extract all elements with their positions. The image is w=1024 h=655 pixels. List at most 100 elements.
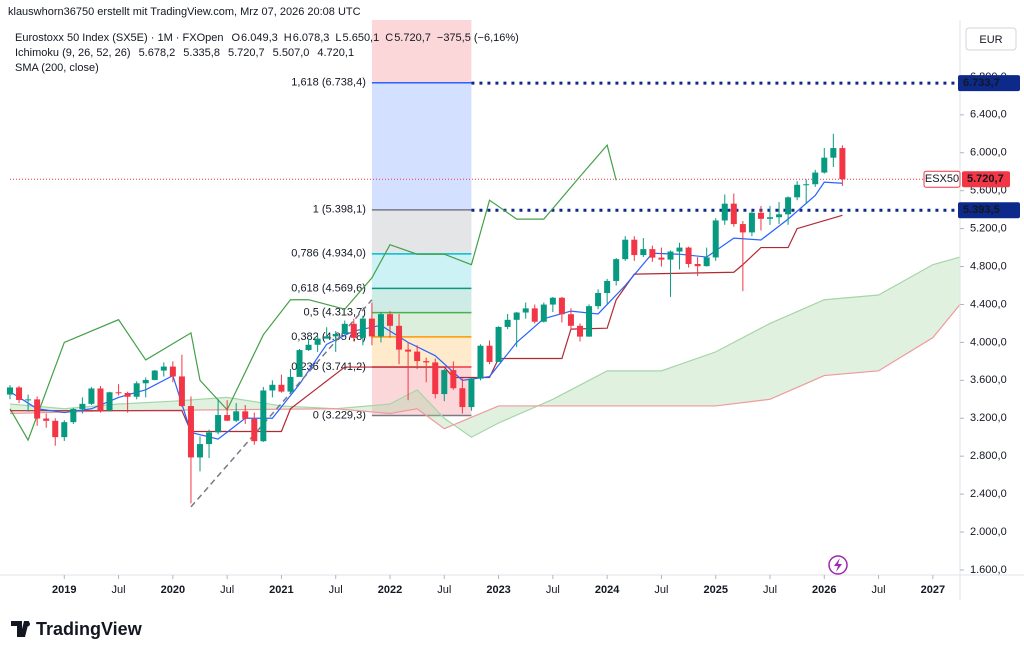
y-tick-label: 5.600,0 — [970, 185, 1007, 197]
fib-label: 0 (3.229,3) — [313, 409, 366, 421]
y-tick-label: 6.400,0 — [970, 109, 1007, 121]
trendline — [190, 299, 373, 508]
x-tick-label: Jul — [220, 584, 234, 596]
candle-body — [269, 384, 276, 391]
candle-body — [522, 308, 529, 313]
y-tick-label: 4.400,0 — [970, 298, 1007, 310]
change: −375,5 (−6,16%) — [437, 32, 519, 44]
indicator-value: 4.720,1 — [317, 47, 354, 59]
candle-body — [124, 392, 131, 397]
candle-body — [676, 247, 683, 252]
x-tick-label: 2026 — [812, 584, 836, 596]
symbol-tag-box — [923, 170, 961, 188]
fib-label: 0,786 (4.934,0) — [291, 248, 366, 260]
y-tick-label: 2.000,0 — [970, 526, 1007, 538]
x-tick-label: Jul — [872, 584, 886, 596]
fib-label: 1,618 (6.738,4) — [291, 77, 366, 89]
ichimoku-lagging — [9, 143, 617, 442]
candle-body — [260, 390, 267, 442]
ohlc-label: O — [231, 32, 240, 44]
candle-body — [341, 323, 348, 334]
candle-body — [251, 418, 258, 442]
y-tick-label: 3.200,0 — [970, 412, 1007, 424]
candle-body — [513, 312, 520, 320]
x-tick-label: 2025 — [703, 584, 727, 596]
candle-body — [169, 366, 176, 377]
indicator-value: 5.335,8 — [183, 47, 220, 59]
candle-body — [314, 338, 321, 345]
candle-body — [839, 148, 846, 180]
candle-body — [567, 314, 574, 326]
candle-body — [88, 388, 95, 404]
candle-body — [224, 415, 231, 421]
candle-body — [359, 318, 366, 338]
candle-body — [531, 308, 538, 322]
x-tick-label: Jul — [546, 584, 560, 596]
candle-body — [187, 406, 194, 458]
candle-body — [739, 224, 746, 233]
candle-body — [622, 239, 629, 260]
candle-body — [350, 323, 357, 338]
candle-body — [25, 399, 32, 401]
candle-body — [450, 370, 457, 389]
x-tick-label: 2019 — [52, 584, 76, 596]
y-tick-label: 3.600,0 — [970, 374, 1007, 386]
candle-body — [70, 408, 77, 423]
y-tick-label: 4.800,0 — [970, 260, 1007, 272]
candle-body — [396, 325, 403, 350]
fib-label: 0,5 (4.313,7) — [304, 307, 366, 319]
fib-band — [371, 336, 472, 367]
level-tag: 6.733,7 — [963, 77, 1000, 89]
x-tick-label: 2022 — [378, 584, 402, 596]
candle-body — [97, 388, 104, 411]
x-tick-label: 2023 — [486, 584, 510, 596]
x-tick-label: 2020 — [161, 584, 185, 596]
y-tick-label: 5.200,0 — [970, 223, 1007, 235]
fib-label: 1 (5.398,1) — [313, 204, 366, 216]
candle-body — [767, 217, 773, 219]
ohlc-value: 5.720,7 — [394, 32, 431, 44]
currency-box[interactable] — [965, 27, 1017, 51]
candle-body — [151, 370, 158, 380]
candle-body — [803, 184, 810, 186]
y-tick-label: 2.800,0 — [970, 450, 1007, 462]
fib-band — [371, 209, 472, 254]
candle-body — [694, 263, 701, 267]
level-tag: 5.393,5 — [963, 204, 1000, 216]
candle-body — [178, 376, 185, 407]
y-tick-label: 1.600,0 — [970, 564, 1007, 576]
candle-body — [16, 387, 23, 400]
candle-body — [278, 384, 285, 392]
candle-body — [233, 411, 240, 421]
symbol-tag: ESX50 — [925, 173, 959, 185]
ohlc-label: L — [335, 32, 341, 44]
fib-band — [371, 288, 472, 313]
level-tag-box — [958, 202, 1020, 219]
candle-body — [377, 314, 384, 337]
candle-body — [468, 378, 475, 408]
indicator-value: 5.507,0 — [273, 47, 310, 59]
fib-band — [371, 20, 472, 83]
candle-body — [685, 247, 692, 264]
fib-band — [371, 312, 472, 337]
candle-body — [405, 349, 412, 352]
sma: SMA (200, close) — [15, 62, 99, 74]
logo-mark — [11, 621, 29, 637]
candle-body — [486, 345, 493, 362]
candle-body — [595, 292, 602, 307]
lightning-glyph — [834, 558, 842, 572]
ichimoku-base — [10, 214, 843, 433]
candle-body — [34, 399, 41, 419]
candle-body — [459, 388, 466, 408]
candle-body — [712, 220, 719, 258]
candle-body — [305, 344, 312, 351]
currency: EUR — [979, 34, 1002, 46]
fib-label: 0,618 (4.569,6) — [291, 282, 366, 294]
candle-body — [794, 184, 801, 198]
candle-body — [658, 257, 665, 260]
fib-band — [371, 82, 472, 210]
candle-body — [721, 203, 728, 221]
y-tick-label: 2.400,0 — [970, 488, 1007, 500]
candle-body — [441, 370, 448, 395]
candle-body — [540, 304, 547, 322]
